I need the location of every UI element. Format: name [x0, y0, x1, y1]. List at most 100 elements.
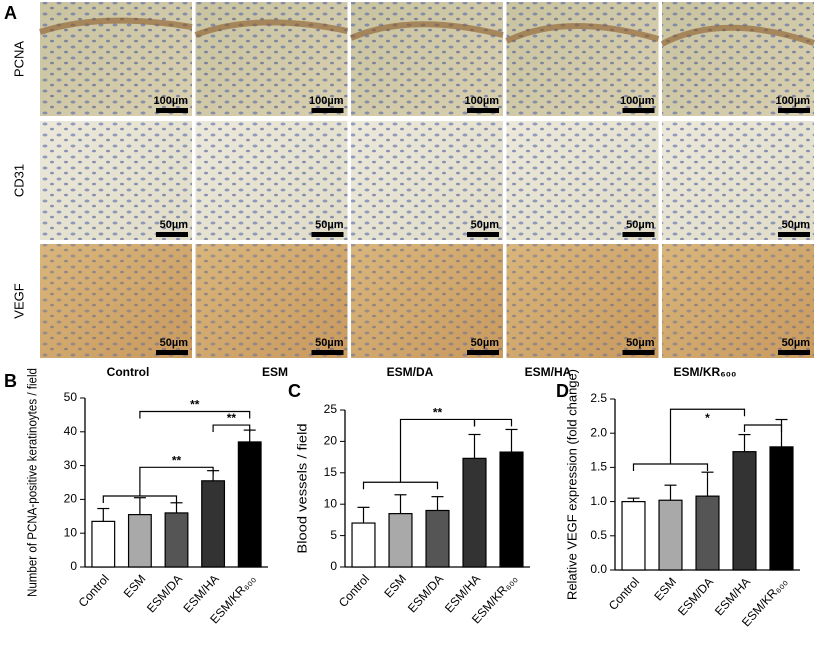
scale-bar-label: 100µm: [465, 95, 500, 107]
micrograph-cells: [40, 121, 192, 240]
scale-bar: [311, 108, 344, 113]
scale-bar-label: 50µm: [782, 219, 811, 231]
x-tick-label: Control: [76, 572, 112, 610]
bar: [164, 512, 189, 568]
bar: [732, 451, 757, 571]
significance-bracket: [632, 463, 709, 471]
y-axis-label: Blood vessels / field: [295, 423, 309, 553]
significance-label: **: [433, 406, 443, 420]
y-tick-label: 50: [64, 390, 78, 404]
y-tick-label: 0: [70, 559, 77, 573]
micrograph-cells: [195, 244, 348, 358]
micrograph-cells: [506, 244, 659, 358]
bar: [237, 441, 262, 568]
scale-bar: [622, 108, 655, 113]
x-tick-label: Control: [336, 572, 372, 610]
y-tick-label: 10: [64, 525, 78, 539]
micrograph-cells: [351, 244, 503, 358]
y-tick-label: 40: [64, 424, 78, 438]
scale-bar-label: 100µm: [309, 95, 344, 107]
tissue-edge: [505, 23, 660, 44]
y-tick-label: 20: [64, 492, 78, 506]
x-tick-label: ESM: [651, 575, 679, 604]
tissue-edge: [194, 19, 349, 38]
y-tick-label: 2.0: [590, 425, 607, 439]
micrograph-cells: [662, 244, 814, 358]
scale-bar: [311, 350, 344, 355]
x-tick-label: Control: [606, 575, 642, 613]
y-tick-label: 0: [330, 559, 337, 573]
y-tick-label: 5: [330, 528, 337, 542]
micrograph-cells: [662, 121, 814, 240]
bar: [769, 446, 794, 571]
scale-bar-label: 50µm: [160, 337, 189, 349]
scale-bar-label: 100µm: [620, 95, 655, 107]
y-tick-label: 10: [324, 496, 338, 510]
scale-bar: [622, 232, 655, 237]
x-tick-label: ESM/DA: [675, 575, 716, 619]
scale-bar: [156, 108, 188, 113]
scale-bar-label: 50µm: [626, 219, 655, 231]
x-tick-label: ESM/DA: [144, 572, 185, 616]
significance-bracket: [743, 424, 783, 432]
micrograph-cells: [40, 244, 192, 358]
panel-letter: C: [288, 381, 301, 401]
bar: [425, 509, 450, 568]
tissue-edge: [660, 24, 815, 47]
micrograph-cells: [506, 121, 659, 240]
scale-bar: [156, 350, 188, 355]
row-label: PCNA: [11, 41, 26, 77]
scale-bar-label: 50µm: [626, 337, 655, 349]
bar: [351, 522, 376, 568]
scale-bar: [778, 108, 810, 113]
scale-bar: [622, 350, 655, 355]
panel-letter: B: [4, 371, 17, 391]
column-label: ESM/DA: [387, 365, 434, 379]
scale-bar-label: 50µm: [471, 219, 500, 231]
significance-bracket: [212, 424, 251, 433]
column-label: ESM/HA: [525, 365, 572, 379]
significance-label: **: [172, 453, 182, 467]
micrograph-cells: [351, 2, 503, 116]
y-tick-label: 25: [324, 402, 338, 416]
y-tick-label: 0.0: [590, 562, 607, 576]
tissue-edge: [349, 21, 504, 41]
significance-bracket: [139, 466, 214, 497]
bar: [462, 457, 487, 568]
scale-bar-label: 50µm: [315, 337, 344, 349]
row-label: CD31: [11, 164, 26, 197]
scale-bar-label: 50µm: [471, 337, 500, 349]
column-label: ESM: [262, 365, 288, 379]
x-tick-label: ESM/DA: [405, 572, 446, 616]
column-label: ESM/KR₆₀₀: [674, 365, 737, 379]
panel-letter: A: [4, 3, 17, 23]
bar: [499, 451, 524, 568]
bar: [695, 495, 720, 571]
micrograph-cells: [351, 121, 503, 240]
column-label: Control: [107, 365, 150, 379]
y-tick-label: 20: [324, 434, 338, 448]
micrograph-cells: [195, 121, 348, 240]
scale-bar: [156, 232, 188, 237]
y-tick-label: 1.5: [590, 460, 607, 474]
scale-bar: [467, 350, 499, 355]
bar: [201, 480, 226, 568]
scale-bar-label: 50µm: [782, 337, 811, 349]
tissue-edge: [39, 17, 193, 35]
y-tick-label: 1.0: [590, 494, 607, 508]
bar: [91, 520, 116, 568]
micrograph-cells: [662, 2, 814, 116]
significance-bracket: [473, 418, 513, 427]
micrograph-cells: [506, 2, 659, 116]
y-tick-label: 2.5: [590, 391, 607, 405]
bar: [621, 501, 646, 571]
y-tick-label: 15: [324, 465, 338, 479]
bar: [388, 513, 413, 568]
bar: [658, 499, 683, 571]
scale-bar: [778, 232, 810, 237]
scale-bar: [467, 108, 499, 113]
y-axis-label: Relative VEGF expression (fold change): [565, 369, 579, 600]
significance-label: *: [705, 411, 710, 425]
row-label: VEGF: [11, 283, 26, 318]
